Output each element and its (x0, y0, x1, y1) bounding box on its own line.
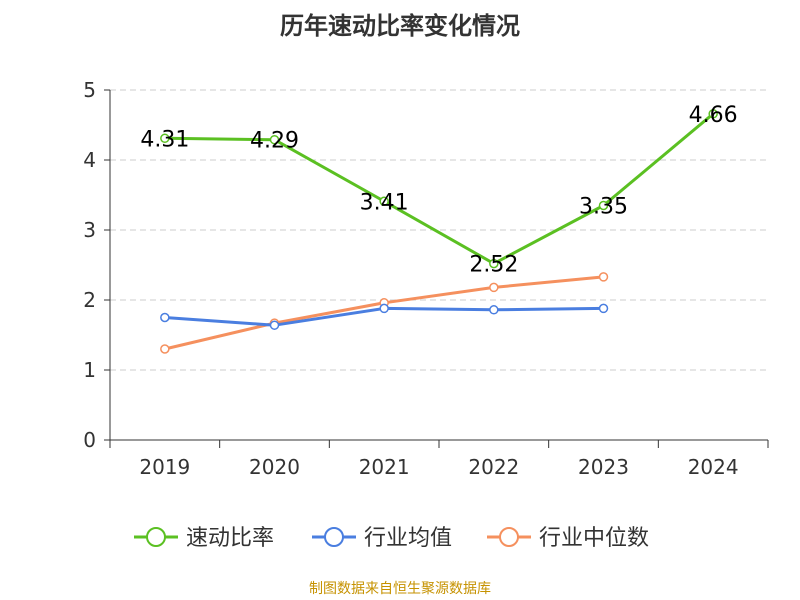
chart-title: 历年速动比率变化情况 (280, 12, 520, 40)
data-point (598, 272, 609, 282)
x-tick-label: 2023 (578, 455, 629, 479)
data-point (598, 303, 609, 314)
y-tick-label: 5 (83, 78, 96, 102)
legend-item[interactable]: 行业均值 (312, 526, 452, 551)
legend[interactable]: 速动比率 行业均值 行业中位数 (134, 526, 649, 551)
data-point (160, 344, 170, 354)
data-labels: 4.31 4.29 3.41 2.52 3.35 4.66 (140, 103, 737, 278)
x-tick-label: 2020 (249, 455, 300, 479)
data-point (160, 312, 170, 323)
data-point (489, 305, 499, 315)
data-point (489, 258, 499, 269)
legend-label: 行业中位数 (539, 526, 649, 551)
data-label: 3.41 (360, 190, 409, 215)
data-point (160, 133, 170, 144)
data-point (269, 320, 280, 330)
legend-marker (146, 527, 166, 547)
data-point (269, 134, 280, 145)
legend-item[interactable]: 速动比率 (134, 526, 274, 551)
y-tick-label: 3 (83, 218, 96, 242)
grid-lines (110, 89, 768, 371)
x-tick-label: 2021 (359, 455, 410, 479)
x-tick-label: 2024 (688, 455, 739, 479)
legend-marker (324, 527, 344, 547)
legend-marker (499, 527, 519, 547)
y-tick-label: 1 (83, 358, 96, 382)
data-label: 4.31 (140, 127, 189, 152)
source-note: 制图数据来自恒生聚源数据库 (309, 581, 491, 597)
data-point (598, 200, 609, 211)
legend-label: 速动比率 (186, 526, 274, 551)
axes: 0 1 2 3 4 5 2019 2020 2021 2022 2023 2024 (83, 78, 769, 479)
legend-label: 行业均值 (364, 526, 452, 551)
data-point (379, 303, 389, 314)
data-point (379, 196, 389, 207)
legend-item[interactable]: 行业中位数 (487, 526, 649, 551)
data-point (708, 109, 718, 119)
data-point (489, 282, 499, 293)
data-label: 4.66 (689, 103, 738, 128)
series-lines (160, 109, 718, 354)
data-label: 2.52 (469, 253, 518, 278)
data-label: 3.35 (579, 195, 628, 220)
x-tick-label: 2022 (468, 455, 519, 479)
x-tick-label: 2019 (139, 455, 190, 479)
data-label: 4.29 (250, 129, 299, 154)
y-tick-label: 0 (83, 428, 96, 452)
series-line (164, 112, 715, 266)
y-tick-label: 4 (83, 148, 96, 172)
y-tick-label: 2 (83, 288, 96, 312)
